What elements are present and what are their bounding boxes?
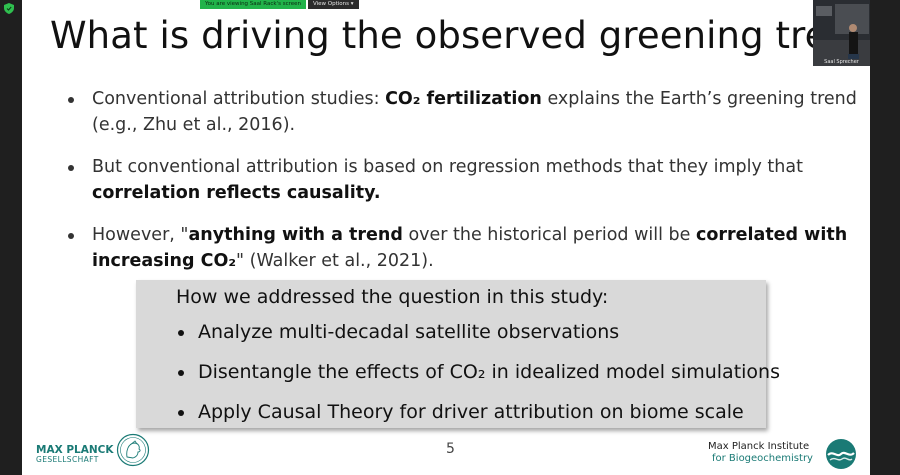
bullet-bold: correlation reflects causality.: [92, 183, 381, 203]
bullet-bold: correlated with increasing CO₂: [92, 225, 848, 271]
view-options-button[interactable]: View Options ▾: [308, 0, 359, 9]
right-sidebar: [870, 0, 900, 475]
bullet-item: However, "anything with a trend over the…: [68, 222, 858, 274]
bullet-dot: [178, 410, 184, 416]
max-planck-logo: MAX PLANCK GESELLSCHAFT: [36, 445, 113, 465]
bullet-item: Conventional attribution studies: CO₂ fe…: [68, 86, 858, 138]
participant-video[interactable]: Saal Sprecher: [813, 0, 870, 66]
bullet-dot: [68, 97, 74, 103]
box-item-text: Apply Causal Theory for driver attributi…: [198, 401, 744, 423]
participant-name: Saal Sprecher: [824, 59, 859, 65]
bullet-text: But conventional attribution is based on…: [92, 157, 803, 177]
bullet-text: explains the Earth’s greening trend (e.g…: [92, 89, 857, 135]
bullet-item: But conventional attribution is based on…: [68, 154, 858, 206]
bullet-list: Conventional attribution studies: CO₂ fe…: [68, 86, 858, 290]
biogeochemistry-logo-icon: [826, 439, 856, 469]
page-number: 5: [446, 441, 455, 457]
bullet-dot: [68, 165, 74, 171]
bullet-text: However, ": [92, 225, 189, 245]
study-approach-box: How we addressed the question in this st…: [136, 280, 780, 428]
minerva-seal-icon: [116, 433, 150, 467]
box-list-item: Analyze multi-decadal satellite observat…: [176, 322, 780, 342]
bullet-text: Conventional attribution studies:: [92, 89, 386, 109]
share-status-text: You are viewing Saal Rack's screen: [200, 0, 306, 9]
institute-name: Max Planck Institute for Biogeochemistry: [708, 441, 813, 465]
bullet-text: " (Walker et al., 2021).: [236, 251, 434, 271]
bullet-dot: [68, 233, 74, 239]
institute-line2: for Biogeochemistry: [712, 453, 813, 464]
left-sidebar: [0, 0, 22, 475]
chevron-down-icon: ▾: [350, 1, 354, 7]
screen-share-banner: You are viewing Saal Rack's screen View …: [200, 0, 359, 9]
institute-line1: Max Planck Institute: [708, 441, 810, 452]
box-list-item: Disentangle the effects of CO₂ in ideali…: [176, 362, 780, 382]
bullet-bold: CO₂ fertilization: [385, 89, 542, 109]
bullet-text: over the historical period will be: [402, 225, 696, 245]
bullet-dot: [178, 330, 184, 336]
shield-icon[interactable]: [4, 3, 14, 14]
mpg-name: MAX PLANCK: [36, 444, 114, 456]
presentation-slide: What is driving the observed greening tr…: [22, 0, 870, 475]
bullet-bold: anything with a trend: [188, 225, 403, 245]
view-options-label: View Options: [313, 1, 350, 7]
mpg-sub: GESELLSCHAFT: [36, 455, 99, 464]
video-feed-icon: [813, 0, 870, 66]
bullet-dot: [178, 370, 184, 376]
box-list-item: Apply Causal Theory for driver attributi…: [176, 402, 780, 422]
box-heading: How we addressed the question in this st…: [176, 286, 609, 308]
box-item-text: Analyze multi-decadal satellite observat…: [198, 321, 620, 343]
box-list: Analyze multi-decadal satellite observat…: [176, 322, 780, 442]
box-item-text: Disentangle the effects of CO₂ in ideali…: [198, 361, 780, 383]
slide-title: What is driving the observed greening tr…: [50, 14, 870, 57]
